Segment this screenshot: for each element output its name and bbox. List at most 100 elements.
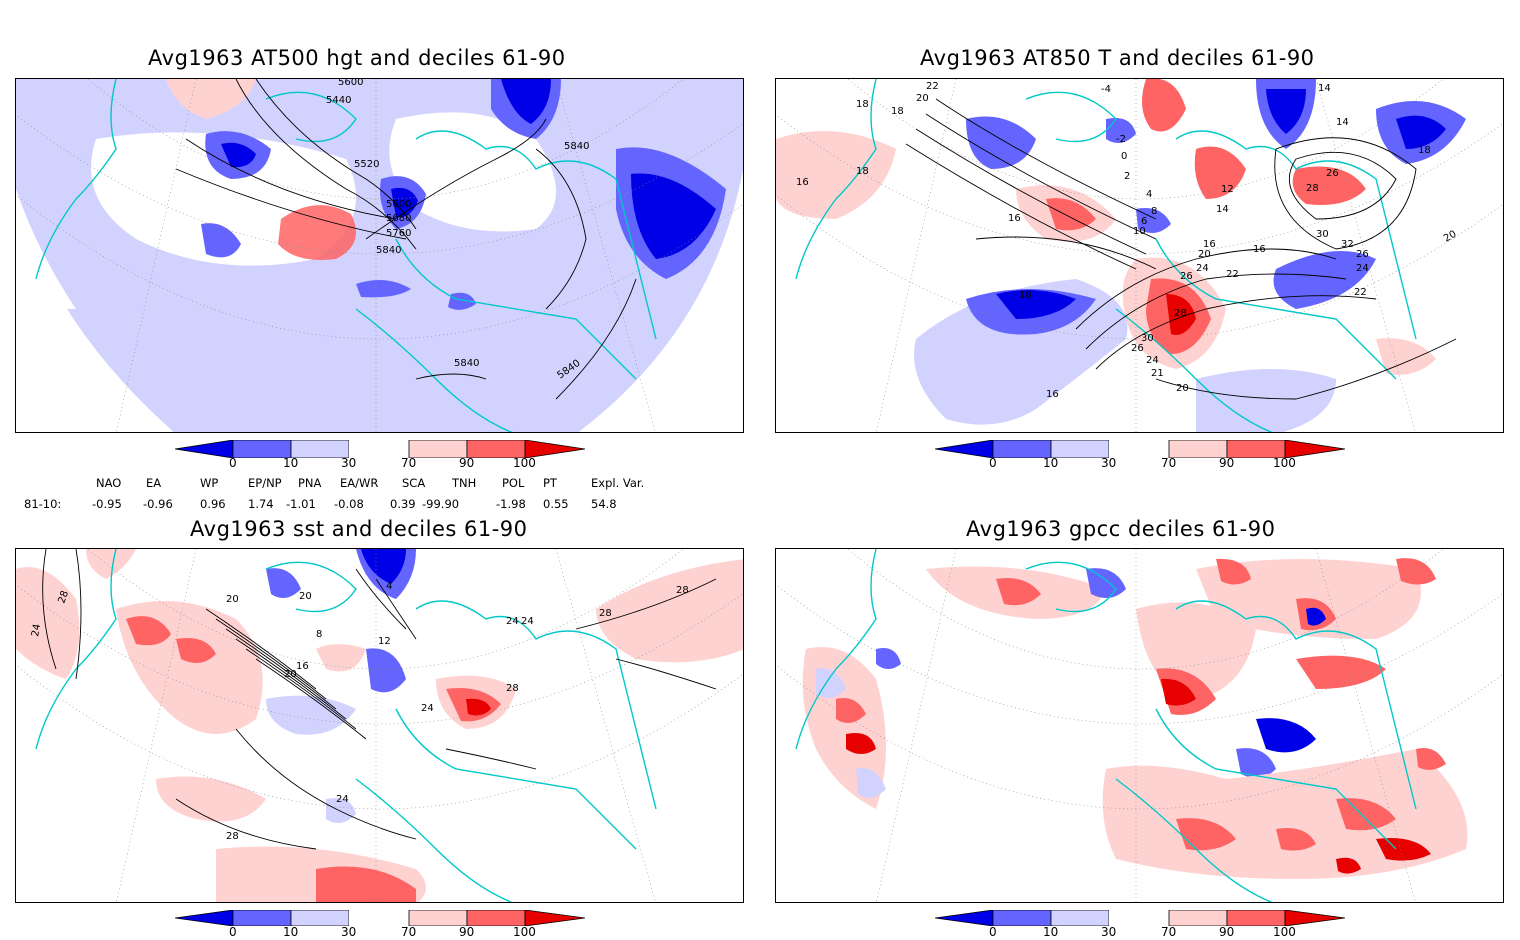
- contour-label: 24: [521, 616, 534, 627]
- contour-label: 28: [226, 831, 239, 842]
- contour-label: 12: [1221, 184, 1234, 195]
- anomaly-high: [1292, 166, 1366, 205]
- anomaly-low: [1106, 118, 1136, 143]
- contour-label: 20: [1198, 249, 1211, 260]
- coastlines: [795, 79, 1417, 432]
- contour-label: 24: [30, 623, 43, 637]
- contour-label: 18: [891, 106, 904, 117]
- colorbar-label: 70: [1161, 925, 1177, 939]
- index-header: TNH: [452, 476, 477, 490]
- contour-label: 22: [926, 81, 939, 92]
- anomaly-low: [996, 290, 1076, 319]
- contour-label: 14: [1318, 83, 1331, 94]
- colorbar-swatch: [1168, 909, 1228, 927]
- colorbar-label: 100: [1273, 925, 1296, 939]
- index-value: -1.98: [496, 497, 526, 511]
- map-canvas-sst: 28 24 20 8 12 16 20 24 28 28 24 24 28 24…: [16, 549, 743, 902]
- index-header: Expl. Var.: [591, 476, 645, 490]
- index-header: PT: [543, 476, 557, 490]
- contour-label: 5840: [564, 141, 589, 152]
- map-canvas-hgt500: 5600 5440 5520 5840 5600 5680 5760 5840 …: [16, 79, 743, 432]
- contour-label: 28: [56, 589, 71, 605]
- map-canvas-t850: 22 20 18 18 18 16 16 -4 -2 0 2 4 6 8 10 …: [776, 79, 1503, 432]
- colorbar-label: 10: [1043, 456, 1059, 470]
- contour-label: 24: [1356, 263, 1369, 274]
- contour-label: 21: [1151, 368, 1164, 379]
- index-value: -99.90: [422, 497, 460, 511]
- colorbar-swatches: [174, 439, 586, 459]
- contour-label: 10: [1133, 226, 1146, 237]
- colorbar-swatch: [992, 909, 1052, 927]
- anomaly-high: [126, 616, 171, 646]
- colorbar-label: 0: [229, 925, 237, 939]
- contour-label: 22: [1354, 287, 1367, 298]
- contour-label: 18: [1019, 290, 1032, 301]
- colorbar-swatch-lowest: [934, 439, 994, 459]
- contour-label: 20: [226, 594, 239, 605]
- contour-label: 5520: [354, 159, 379, 170]
- colorbar-swatch-highest: [524, 909, 586, 927]
- colorbar-swatch-highest: [524, 439, 586, 459]
- contour-label: 22: [1226, 269, 1239, 280]
- colorbar-label: 100: [1273, 456, 1296, 470]
- colorbar-label: 10: [283, 456, 299, 470]
- contour-label: 28: [1306, 183, 1319, 194]
- contour-label: 16: [296, 661, 309, 672]
- contour-label: -2: [1116, 134, 1126, 145]
- contour-label: 20: [1176, 383, 1189, 394]
- index-value: -1.01: [286, 497, 316, 511]
- anomaly-high: [1166, 294, 1196, 335]
- map-panel-gpcc: [775, 548, 1504, 903]
- contour-label: 28: [599, 608, 612, 619]
- contour-label: 24: [336, 794, 349, 805]
- colorbar-label: 30: [341, 456, 357, 470]
- index-value: 0.39: [390, 497, 416, 511]
- colorbar-top-left: 0 10 30 70 90 100: [174, 439, 586, 476]
- colorbar-label: 30: [1101, 925, 1117, 939]
- anomaly-high: [86, 549, 136, 579]
- colorbar-label: 100: [513, 456, 536, 470]
- colorbar-swatches: [934, 909, 1346, 927]
- height-contours: [175, 79, 637, 400]
- contour-label: 5760: [386, 228, 411, 239]
- colorbar-swatch-highest: [1284, 909, 1346, 927]
- contour-label: 16: [1046, 389, 1059, 400]
- contour-label: 26: [1356, 249, 1369, 260]
- contour-label: 24: [506, 616, 519, 627]
- contour-label: 5840: [376, 245, 401, 256]
- anomaly-high: [1376, 338, 1436, 375]
- contour-label: 24: [1146, 355, 1159, 366]
- colorbar-label: 30: [1101, 456, 1117, 470]
- anomaly-low: [1396, 115, 1446, 149]
- colorbar-swatch: [1050, 909, 1110, 927]
- anomaly-high: [166, 79, 256, 119]
- contour-label: 20: [916, 93, 929, 104]
- contour-label: 12: [378, 636, 391, 647]
- anomaly-low: [1273, 251, 1376, 309]
- index-header: SCA: [402, 476, 426, 490]
- contour-label: 18: [1418, 145, 1431, 156]
- contour-label: 5600: [338, 79, 363, 88]
- anomaly-low: [966, 116, 1036, 169]
- contour-label: 18: [856, 99, 869, 110]
- anomaly-high: [1046, 198, 1096, 231]
- anomaly-low: [361, 549, 406, 584]
- colorbar-label: 0: [229, 456, 237, 470]
- contour-label: 16: [1253, 244, 1266, 255]
- contour-label: 5440: [326, 95, 351, 106]
- panel-title-sst: Avg1963 sst and deciles 61-90: [190, 517, 528, 541]
- graticule: [16, 79, 743, 432]
- contour-label: -4: [1101, 84, 1111, 95]
- colorbar-swatch: [466, 909, 526, 927]
- contour-label: 16: [796, 177, 809, 188]
- anomaly-high: [466, 698, 491, 716]
- anomaly-high: [1194, 146, 1246, 199]
- colorbar-label: 10: [283, 925, 299, 939]
- contour-label: 28: [676, 585, 689, 596]
- contour-label: 16: [1008, 213, 1021, 224]
- colorbar-swatch: [408, 909, 468, 927]
- anomaly-low: [1266, 89, 1306, 134]
- graticule: [16, 549, 743, 902]
- colorbar-swatch: [232, 909, 292, 927]
- coastlines: [35, 549, 657, 902]
